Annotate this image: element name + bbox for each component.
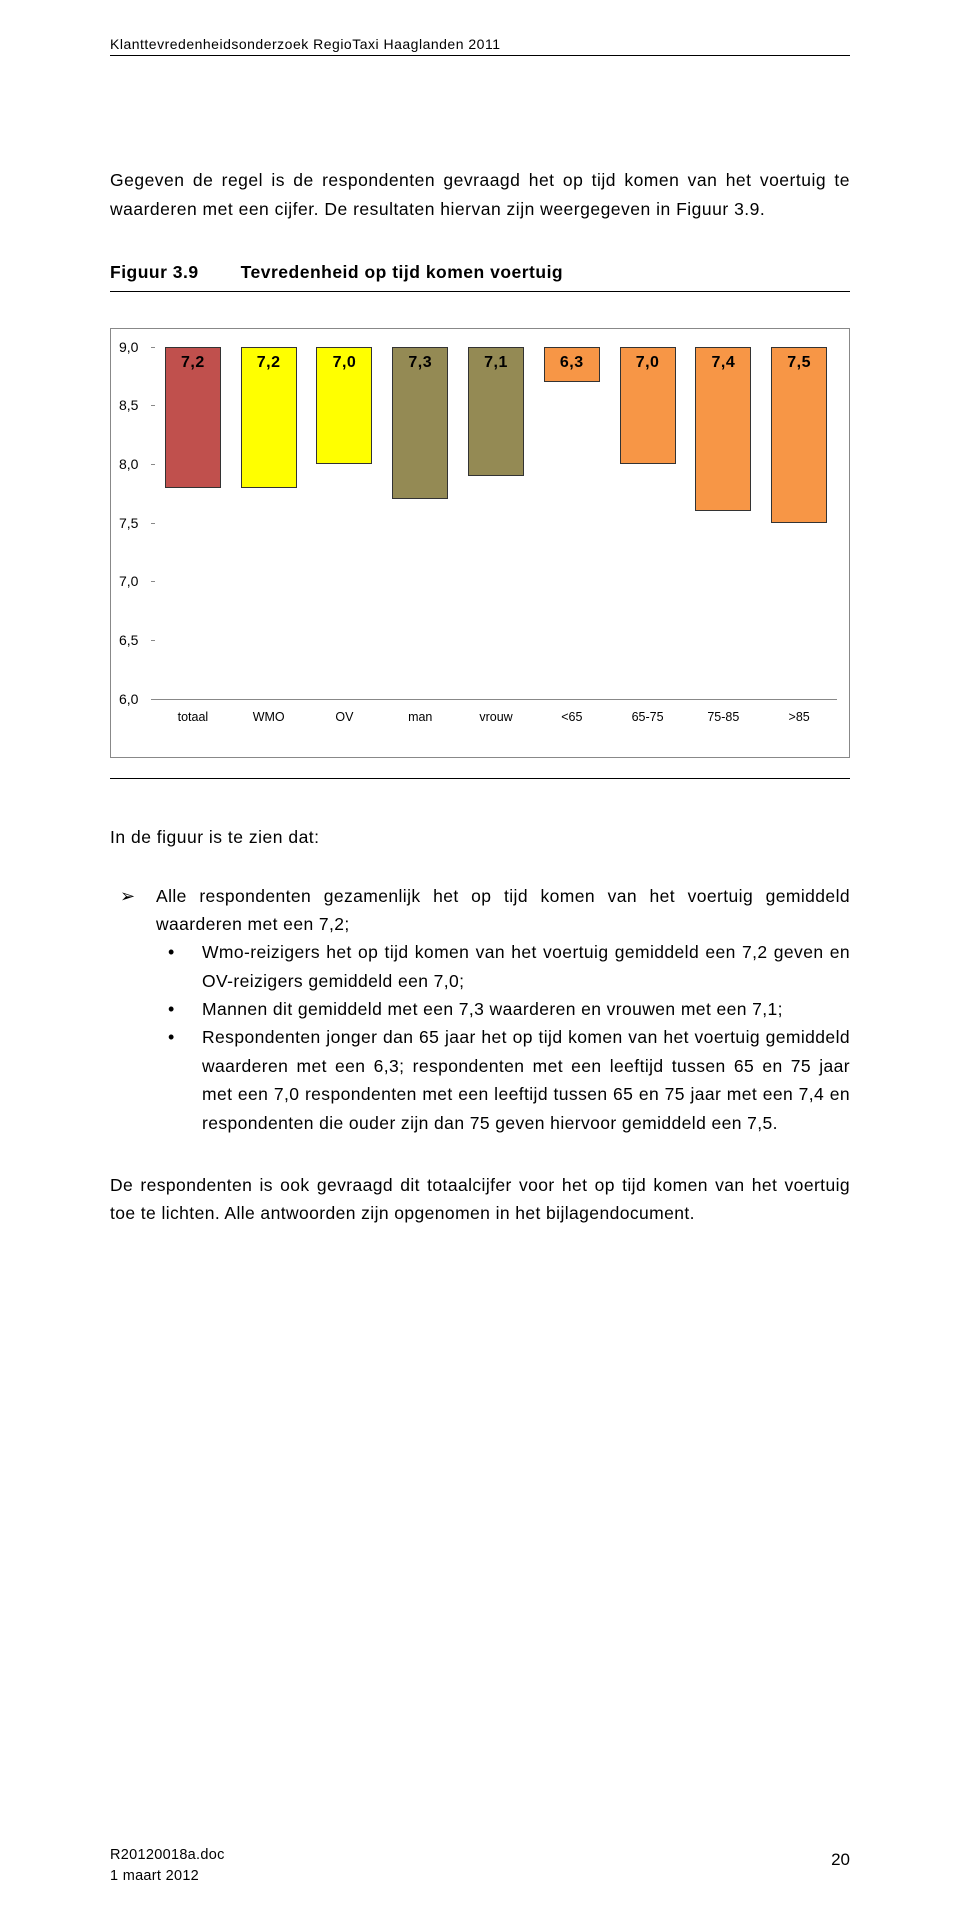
bar-slot: 7,2 [231, 347, 307, 699]
chart-container: 7,2 7,2 7,0 7,3 7,1 6,3 7,0 7,4 7,5 9,0 8,5 8,0 7,5… [110, 328, 850, 758]
bar-value-label: 7,4 [696, 354, 750, 372]
xtick-label: WMO [231, 700, 307, 727]
footer: R20120018a.doc 1 maart 2012 [110, 1845, 225, 1889]
bar: 7,2 [165, 347, 221, 488]
xtick-label: OV [307, 700, 383, 727]
dot-sublist: Wmo-reizigers het op tijd komen van het … [156, 938, 850, 1136]
bar-slot: 7,1 [458, 347, 534, 699]
arrow-bullet-text: Alle respondenten gezamenlijk het op tij… [156, 886, 850, 934]
xtick-label: <65 [534, 700, 610, 727]
bar: 7,1 [468, 347, 524, 476]
chart-xaxis: totaalWMOOVmanvrouw<6565-7575-85>85 [155, 699, 837, 727]
figure-top-rule [110, 291, 850, 292]
ytick: 6,0 [119, 691, 138, 707]
bar-slot: 7,4 [685, 347, 761, 699]
xtick-label: >85 [761, 700, 837, 727]
xtick-label: totaal [155, 700, 231, 727]
bar: 7,0 [620, 347, 676, 464]
lead-in-text: In de figuur is te zien dat: [110, 827, 850, 848]
ytick: 7,5 [119, 515, 138, 531]
dot-bullet: Respondenten jonger dan 65 jaar het op t… [156, 1023, 850, 1136]
bar: 7,5 [771, 347, 827, 523]
bar-slot: 7,2 [155, 347, 231, 699]
document-header: Klanttevredenheidsonderzoek RegioTaxi Ha… [110, 36, 850, 56]
bar-value-label: 7,2 [166, 354, 220, 372]
figure-caption: Figuur 3.9 Tevredenheid op tijd komen vo… [110, 262, 850, 283]
bar-slot: 7,0 [307, 347, 383, 699]
arrow-bullet: Alle respondenten gezamenlijk het op tij… [110, 882, 850, 1137]
closing-paragraph: De respondenten is ook gevraagd dit tota… [110, 1171, 850, 1228]
bar: 7,4 [695, 347, 751, 511]
bar: 7,3 [392, 347, 448, 500]
figure-bottom-rule [110, 778, 850, 779]
bar-value-label: 7,1 [469, 354, 523, 372]
chart-area: 7,27,27,07,37,16,37,07,47,5 9,08,58,07,5… [155, 347, 837, 727]
xtick-label: man [382, 700, 458, 727]
page-number: 20 [831, 1850, 850, 1870]
ytick: 9,0 [119, 339, 138, 355]
figure-title: Tevredenheid op tijd komen voertuig [241, 262, 564, 283]
figure-label: Figuur 3.9 [110, 262, 199, 283]
xtick-label: 75-85 [685, 700, 761, 727]
ytick: 8,0 [119, 456, 138, 472]
bar-value-label: 6,3 [545, 354, 599, 372]
intro-paragraph: Gegeven de regel is de respondenten gevr… [110, 166, 850, 224]
bar-value-label: 7,5 [772, 354, 826, 372]
dot-bullet: Mannen dit gemiddeld met een 7,3 waarder… [156, 995, 850, 1023]
bullet-list: Alle respondenten gezamenlijk het op tij… [110, 882, 850, 1137]
ytick: 7,0 [119, 573, 138, 589]
footer-doc: R20120018a.doc [110, 1845, 225, 1867]
bar-slot: 6,3 [534, 347, 610, 699]
bar: 7,2 [241, 347, 297, 488]
bar-slot: 7,0 [610, 347, 686, 699]
bar: 7,0 [316, 347, 372, 464]
xtick-label: vrouw [458, 700, 534, 727]
bar-value-label: 7,0 [317, 354, 371, 372]
bar-value-label: 7,0 [621, 354, 675, 372]
bar-value-label: 7,2 [242, 354, 296, 372]
ytick: 8,5 [119, 397, 138, 413]
chart-bars: 7,2 7,2 7,0 7,3 7,1 6,3 7,0 7,4 7,5 [155, 347, 837, 699]
bar: 6,3 [544, 347, 600, 382]
xtick-label: 65-75 [610, 700, 686, 727]
bar-slot: 7,5 [761, 347, 837, 699]
chart-plot: 7,27,27,07,37,16,37,07,47,5 9,08,58,07,5… [155, 347, 837, 699]
bar-slot: 7,3 [382, 347, 458, 699]
ytick: 6,5 [119, 632, 138, 648]
footer-date: 1 maart 2012 [110, 1866, 225, 1888]
bar-value-label: 7,3 [393, 354, 447, 372]
dot-bullet: Wmo-reizigers het op tijd komen van het … [156, 938, 850, 995]
